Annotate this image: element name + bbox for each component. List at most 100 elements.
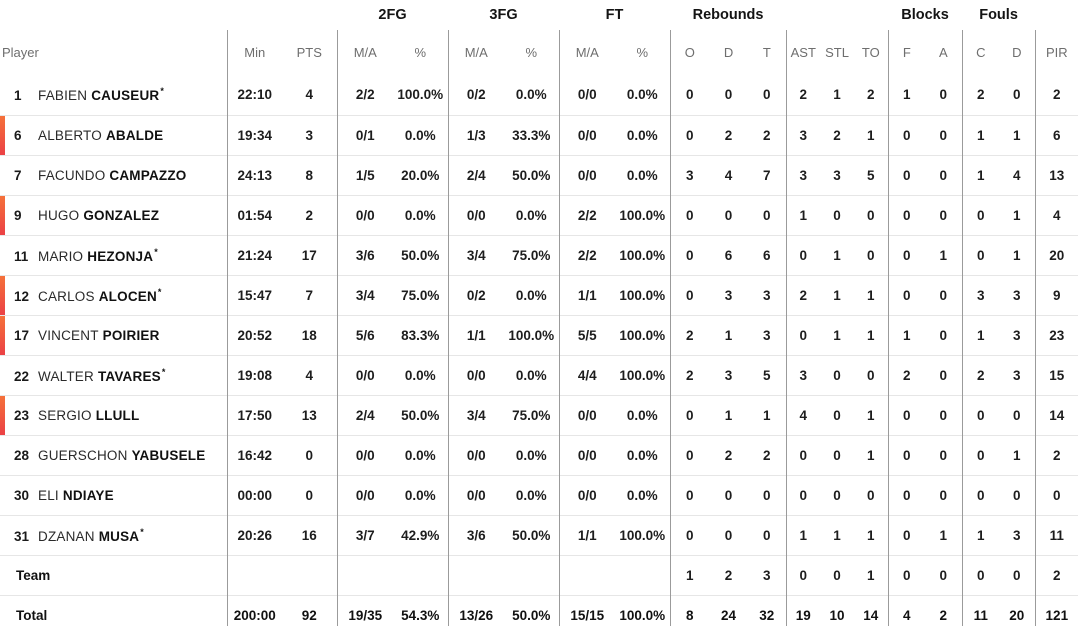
player-number: 22 — [14, 368, 30, 384]
cell-2fg-pct — [393, 554, 449, 595]
cell-reb-o: 0 — [669, 514, 710, 555]
cell-reb-o: 2 — [669, 314, 710, 355]
cell-ast: 1 — [785, 194, 821, 235]
cell-3fg-pct: 100.0% — [504, 314, 560, 355]
cell-ast: 0 — [785, 474, 821, 515]
cell-blk-a: 0 — [939, 87, 948, 103]
cell-blk-f: 1 — [887, 314, 926, 355]
cell-reb-t: 7 — [748, 154, 787, 195]
cell-3fg-ma: 3/4 — [447, 234, 505, 275]
cell-3fg-pct: 75.0% — [504, 234, 560, 275]
cell-pir: 4 — [1034, 194, 1078, 235]
cell-foul-d: 0 — [999, 474, 1036, 515]
cell-foul-d: 20 — [999, 594, 1036, 626]
cell-foul-d: 1 — [999, 114, 1036, 155]
cell-pts: 0 — [282, 434, 337, 475]
cell-min: 21:24 — [226, 234, 282, 275]
cell-pts: 4 — [282, 354, 337, 395]
cell-ft-pct: 100.0% — [615, 274, 671, 315]
cell-reb-o: 0 — [669, 75, 710, 115]
cell-2fg-pct: 50.0% — [393, 234, 449, 275]
col-header-3fg-pct: % — [525, 45, 538, 60]
cell-reb-d: 3 — [709, 274, 749, 315]
player-number: 31 — [14, 528, 30, 544]
cell-3fg-ma: 1/1 — [447, 314, 505, 355]
player-row[interactable]: 6 ALBERTO ABALDE 19:34 3 0/1 0.0% 1/3 33.3… — [0, 114, 1078, 155]
cell-ast: 19 — [785, 594, 821, 626]
player-last-name: ABALDE — [105, 127, 164, 143]
cell-ast: 4 — [785, 394, 821, 435]
cell-foul-c: 2 — [961, 75, 1000, 115]
cell-pts: 13 — [282, 394, 337, 435]
cell-2fg-ma: 0/1 — [336, 114, 393, 155]
col-header-blk-a: A — [938, 45, 948, 60]
cell-stl: 10 — [820, 594, 855, 626]
player-first-name: WALTER — [38, 368, 94, 384]
player-number: 28 — [14, 447, 30, 463]
cell-ft-ma — [558, 554, 616, 595]
player-number: 30 — [14, 487, 30, 503]
cell-2fg-ma: 1/5 — [336, 154, 393, 195]
cell-reb-d: 4 — [709, 154, 749, 195]
cell-reb-o: 1 — [669, 554, 710, 595]
cell-3fg-pct — [504, 554, 560, 595]
cell-reb-d: 2 — [709, 554, 749, 595]
cell-pir: 9 — [1034, 274, 1078, 315]
col-header-ast: AST — [785, 30, 821, 75]
starter-asterisk: * — [160, 86, 164, 97]
player-row[interactable]: 31 DZANAN MUSA* 20:26 16 3/7 42.9% 3/6 50.… — [0, 514, 1078, 555]
starter-asterisk: * — [161, 366, 166, 377]
player-row[interactable]: 12 CARLOS ALOCEN* 15:47 7 3/4 75.0% 0/2 0.… — [0, 274, 1078, 315]
cell-ft-pct: 100.0% — [615, 314, 671, 355]
cell-pts: 16 — [282, 514, 337, 555]
cell-stl: 0 — [820, 194, 855, 235]
cell-foul-c: 0 — [961, 474, 1000, 515]
cell-to: 1 — [854, 314, 889, 355]
player-row[interactable]: 22 WALTER TAVARES* 19:08 4 0/0 0.0% 0/0 0.… — [0, 354, 1078, 395]
cell-3fg-ma: 0/0 — [447, 194, 505, 235]
cell-reb-d: 3 — [709, 354, 749, 395]
player-row[interactable]: 23 SERGIO LLULL 17:50 13 2/4 50.0% 3/4 75.… — [0, 394, 1078, 435]
cell-stl: 1 — [820, 514, 855, 555]
cell-stl: 1 — [820, 314, 855, 355]
col-header-3fg-ma: M/A — [447, 30, 505, 75]
cell-reb-o: 0 — [669, 434, 710, 475]
player-first-name: FACUNDO — [38, 167, 106, 183]
cell-3fg-pct: 50.0% — [504, 594, 560, 626]
cell-3fg-ma: 0/0 — [447, 434, 505, 475]
cell-ast: 3 — [785, 114, 821, 155]
cell-ast: 2 — [785, 274, 821, 315]
player-last-name: ALOCEN — [98, 288, 157, 304]
player-row[interactable]: 11 MARIO HEZONJA* 21:24 17 3/6 50.0% 3/4 7… — [0, 234, 1078, 275]
cell-reb-t: 0 — [748, 194, 787, 235]
cell-to: 1 — [854, 514, 889, 555]
cell-3fg-pct: 33.3% — [504, 114, 560, 155]
player-row[interactable]: 28 GUERSCHON YABUSELE 16:42 0 0/0 0.0% 0/0… — [0, 434, 1078, 475]
col-header-blk-f: F — [887, 30, 926, 75]
on-court-indicator — [0, 195, 5, 235]
cell-3fg-pct: 75.0% — [504, 394, 560, 435]
cell-2fg-ma — [336, 554, 393, 595]
player-row[interactable]: 7 FACUNDO CAMPAZZO 24:13 8 1/5 20.0% 2/4 5… — [0, 154, 1078, 195]
player-row[interactable]: 1 FABIEN CAUSEUR* 22:10 4 2/2 100.0% 0/2 0… — [0, 75, 1078, 115]
player-row[interactable]: 17 VINCENT POIRIER 20:52 18 5/6 83.3% 1/1 … — [0, 314, 1078, 355]
cell-2fg-pct: 0.0% — [393, 194, 449, 235]
cell-reb-t: 3 — [748, 274, 787, 315]
cell-foul-c: 2 — [961, 354, 1000, 395]
cell-to: 1 — [854, 394, 889, 435]
player-first-name: MARIO — [38, 248, 84, 264]
cell-reb-t: 6 — [748, 234, 787, 275]
group-header-rebounds: Rebounds — [692, 7, 764, 23]
cell-stl: 0 — [820, 554, 855, 595]
cell-blk-f: 4 — [887, 594, 926, 626]
player-row[interactable]: 30 ELI NDIAYE 00:00 0 0/0 0.0% 0/0 0.0% 0/… — [0, 474, 1078, 515]
cell-foul-c: 3 — [961, 274, 1000, 315]
on-court-indicator — [0, 275, 5, 315]
cell-reb-d: 0 — [709, 194, 749, 235]
cell-pir: 2 — [1034, 434, 1078, 475]
cell-foul-c: 0 — [961, 434, 1000, 475]
total-row: Total 200:00 92 19/35 54.3% 13/26 50.0% … — [0, 594, 1078, 626]
col-header-reb-t: T — [762, 45, 771, 60]
player-row[interactable]: 9 HUGO GONZALEZ 01:54 2 0/0 0.0% 0/0 0.0% … — [0, 194, 1078, 235]
cell-2fg-pct: 0.0% — [393, 434, 449, 475]
